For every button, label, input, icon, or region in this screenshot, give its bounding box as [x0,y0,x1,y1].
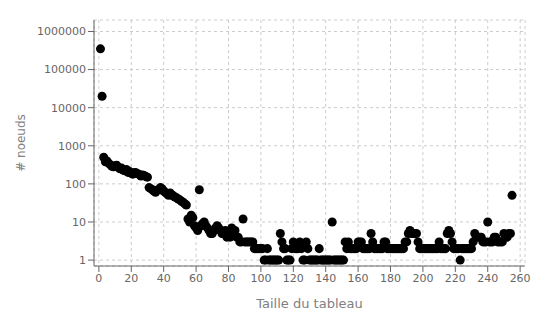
svg-text:40: 40 [157,272,171,285]
svg-text:180: 180 [380,272,401,285]
svg-text:1: 1 [79,254,86,267]
svg-text:1000: 1000 [58,140,86,153]
svg-text:100: 100 [65,178,86,191]
svg-text:10: 10 [72,216,86,229]
svg-text:140: 140 [315,272,336,285]
svg-text:200: 200 [412,272,433,285]
svg-text:20: 20 [124,272,138,285]
svg-text:120: 120 [283,272,304,285]
svg-text:220: 220 [445,272,466,285]
svg-text:10000: 10000 [51,102,86,115]
svg-text:160: 160 [348,272,369,285]
svg-text:100000: 100000 [44,63,86,76]
svg-text:60: 60 [189,272,203,285]
svg-text:240: 240 [477,272,498,285]
svg-text:80: 80 [221,272,235,285]
svg-text:Taille du tableau: Taille du tableau [255,296,362,311]
svg-text:1000000: 1000000 [37,25,86,38]
svg-text:100: 100 [250,272,271,285]
svg-text:260: 260 [510,272,531,285]
svg-text:0: 0 [95,272,102,285]
svg-text:# noeuds: # noeuds [14,114,28,172]
